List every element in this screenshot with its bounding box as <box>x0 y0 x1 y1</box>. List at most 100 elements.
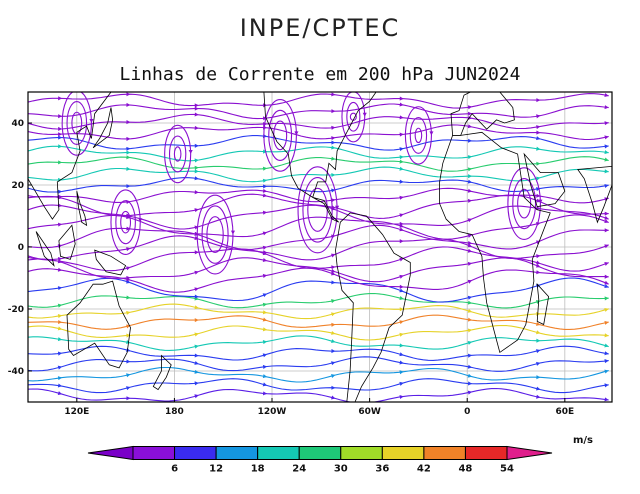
lat-tick-label: 40 <box>11 119 24 129</box>
colorbar-label: 18 <box>251 464 265 475</box>
colorbar-box <box>298 446 342 460</box>
circulation-eddy <box>115 200 136 245</box>
streamline-arrow <box>126 213 131 218</box>
streamline <box>28 378 609 394</box>
lat-tick-label: -20 <box>8 305 24 315</box>
streamline-arrow <box>536 270 541 275</box>
streamline-arrow <box>536 330 541 335</box>
asia-coast <box>28 92 112 220</box>
streamline-arrow <box>467 155 473 160</box>
streamline-arrow <box>604 150 609 155</box>
streamline-arrow <box>536 146 541 151</box>
streamline-arrow <box>399 307 404 312</box>
streamline-arrow <box>262 250 268 255</box>
circulation-eddy <box>302 177 333 243</box>
streamline-arrow <box>604 280 609 285</box>
streamline-arrow <box>399 132 404 137</box>
streamline-arrow <box>57 351 63 356</box>
streamline-arrow <box>262 302 268 307</box>
streamline-arrow <box>262 293 268 298</box>
streamline-arrow <box>262 231 268 236</box>
colorbar-min-triangle <box>87 445 134 461</box>
streamline-arrow <box>57 319 63 325</box>
streamline-arrow <box>126 386 131 391</box>
streamline-arrow <box>57 376 63 381</box>
streamline-arrow <box>126 247 131 252</box>
streamline-arrow <box>262 382 268 387</box>
streamline-arrow <box>467 240 473 245</box>
streamline-arrow <box>604 351 609 356</box>
streamline-arrow <box>399 352 404 357</box>
streamline-arrow <box>536 260 541 265</box>
streamline-arrow <box>467 111 473 116</box>
streamline-arrow <box>399 394 404 400</box>
streamline-arrow <box>126 266 131 271</box>
streamline-arrow <box>467 381 473 386</box>
streamline-arrow <box>467 167 473 172</box>
streamline-arrow <box>331 280 336 285</box>
streamline-arrow <box>399 147 404 152</box>
streamline-arrow <box>604 183 609 188</box>
streamline-arrow <box>331 145 336 150</box>
streamline-arrow <box>138 218 143 223</box>
streamline-arrow <box>262 116 268 121</box>
circulation-eddy <box>120 210 132 234</box>
streamline-arrow <box>536 98 541 103</box>
latitude-labels: 40 20 0 -20 -40 <box>8 119 32 377</box>
streamline-arrow <box>262 310 268 315</box>
streamline-arrow <box>399 102 404 107</box>
circulation-eddy <box>173 146 182 162</box>
philippines-coast <box>76 191 88 227</box>
circulation-eddy <box>414 127 423 144</box>
streamline-arrow <box>536 125 541 130</box>
streamline-arrow <box>536 176 541 181</box>
streamline-arrow <box>262 391 268 396</box>
streamline-arrow <box>331 92 336 97</box>
streamline-arrow <box>399 179 404 184</box>
streamline-arrow <box>399 221 404 226</box>
streamline-arrow <box>604 215 609 220</box>
streamline-arrow <box>468 174 473 179</box>
streamline-arrow <box>262 317 268 322</box>
streamline <box>28 224 609 250</box>
streamline-arrow <box>331 361 336 366</box>
streamline-arrow <box>399 274 404 279</box>
streamline-arrow <box>604 135 609 140</box>
colorbar-box <box>132 446 176 460</box>
streamline-arrow <box>604 211 609 216</box>
streamline-arrow <box>58 135 63 140</box>
streamline-arrow <box>536 386 541 391</box>
circulation-eddy <box>507 167 541 240</box>
streamline-arrow <box>536 136 541 141</box>
streamline <box>28 135 609 151</box>
longitude-labels: 120E 180 120W 60W 0 60E <box>64 398 574 417</box>
streamline-arrow <box>467 364 473 369</box>
streamline-arrow <box>188 149 193 154</box>
streamline <box>28 324 609 341</box>
streamline-arrow <box>536 338 541 343</box>
streamline-arrow <box>467 243 473 248</box>
streamline-arrow <box>604 219 609 223</box>
streamline-arrow <box>194 190 199 195</box>
central-america-coast <box>312 197 339 223</box>
streamline-arrow <box>536 114 541 119</box>
streamline-arrow <box>468 138 473 143</box>
colorbar-label: 12 <box>209 464 223 475</box>
circulation-eddy <box>61 92 92 156</box>
lon-tick-label: 120W <box>258 407 287 417</box>
streamline-arrow <box>399 195 404 200</box>
streamline-arrow <box>604 397 609 402</box>
colorbar-box <box>257 446 300 460</box>
streamline <box>28 277 609 303</box>
streamline-arrow <box>429 131 434 136</box>
streamline-arrow <box>399 213 404 218</box>
streamline-arrow <box>194 158 199 163</box>
africa-coast <box>439 131 551 354</box>
streamline-arrow <box>399 257 404 262</box>
wind-speed-colorbar: 6 12 18 24 30 36 42 48 54 <box>87 445 553 475</box>
lat-tick-label: 20 <box>11 181 24 191</box>
streamline-arrow <box>194 208 199 213</box>
streamline-arrow <box>126 396 131 401</box>
streamline-arrow <box>194 106 199 111</box>
streamline <box>28 292 609 309</box>
